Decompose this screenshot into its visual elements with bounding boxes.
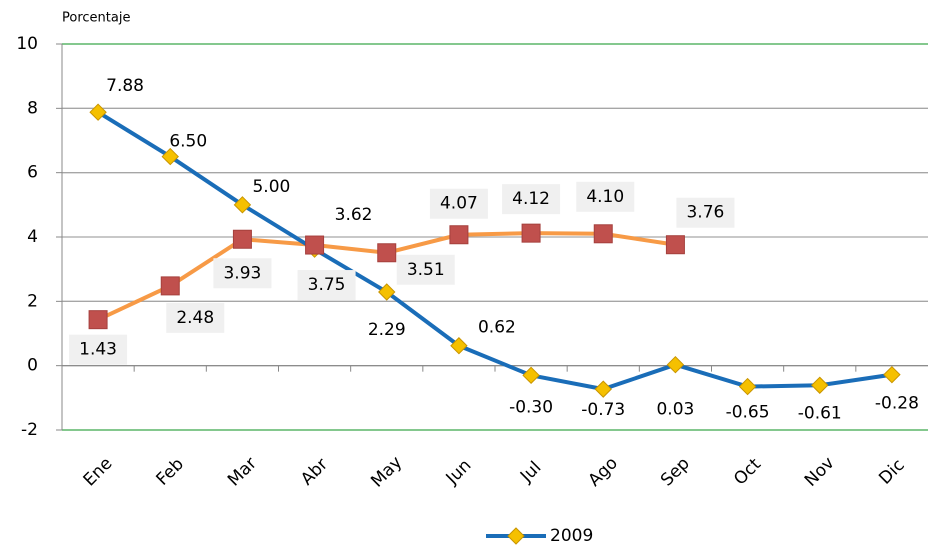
data-label: 5.00 <box>252 177 290 197</box>
data-label: 4.12 <box>512 189 550 209</box>
data-point <box>811 376 829 394</box>
data-point <box>232 229 252 249</box>
data-point <box>522 366 540 385</box>
data-label: 3.76 <box>686 203 724 223</box>
data-label: -0.73 <box>581 400 625 420</box>
label-box <box>69 334 128 365</box>
x-tick-label: Jun <box>442 456 476 490</box>
data-point <box>377 243 397 263</box>
data-label: 2.48 <box>176 308 214 328</box>
data-point <box>521 223 541 243</box>
data-label: 4.10 <box>586 187 624 207</box>
label-box <box>502 184 561 215</box>
label-box <box>576 181 635 212</box>
data-point <box>665 235 685 255</box>
data-label: 1.43 <box>79 340 117 360</box>
x-tick-label: Abr <box>297 455 332 490</box>
data-label: 0.03 <box>656 400 694 420</box>
data-label: -0.65 <box>726 403 770 423</box>
x-tick-label: May <box>367 452 406 491</box>
data-label: 6.50 <box>169 132 207 152</box>
data-label: -0.30 <box>509 397 553 417</box>
data-label: 2.29 <box>368 320 406 340</box>
x-tick-label: Ene <box>80 454 117 491</box>
data-label: 3.75 <box>308 275 346 295</box>
data-point <box>88 310 108 330</box>
x-tick-label: Sep <box>657 454 694 491</box>
data-label: 4.07 <box>440 194 478 214</box>
legend-label: 2009 <box>550 526 593 546</box>
data-point <box>233 196 252 214</box>
legend-marker <box>507 527 525 545</box>
data-point <box>738 377 757 396</box>
y-axis-title: Porcentaje <box>62 11 130 26</box>
y-tick-label: 10 <box>16 34 38 54</box>
x-tick-label: Oct <box>730 454 765 489</box>
data-point <box>305 235 325 255</box>
y-tick-label: 0 <box>27 356 38 376</box>
y-tick-label: 4 <box>27 227 38 247</box>
x-tick-label: Mar <box>224 454 261 491</box>
data-point <box>160 276 180 296</box>
data-point <box>593 224 613 244</box>
data-point <box>161 147 179 166</box>
series-line <box>97 110 893 392</box>
x-tick-label: Dic <box>875 455 908 488</box>
data-label: 0.62 <box>478 318 516 338</box>
data-label: -0.61 <box>798 403 842 423</box>
data-point <box>449 225 469 245</box>
data-point <box>378 283 396 301</box>
data-label: 7.88 <box>106 76 144 96</box>
label-box <box>396 254 455 285</box>
label-box <box>429 188 488 219</box>
x-tick-label: Jul <box>516 458 545 487</box>
y-tick-label: 8 <box>27 98 38 118</box>
label-box <box>213 258 272 289</box>
x-tick-label: Nov <box>801 453 839 491</box>
data-point <box>89 103 107 121</box>
x-tick-label: Ago <box>585 453 622 490</box>
y-tick-label: 6 <box>27 163 38 183</box>
label-box <box>297 270 356 301</box>
label-box <box>166 302 225 333</box>
data-point <box>450 337 468 355</box>
data-point <box>883 365 901 384</box>
data-label: 3.93 <box>223 263 261 283</box>
data-point <box>666 355 685 374</box>
data-label: -0.28 <box>875 394 919 414</box>
data-label: 3.51 <box>407 260 445 280</box>
data-label: 3.62 <box>335 205 373 225</box>
y-tick-label: -2 <box>21 420 38 440</box>
data-point <box>594 380 612 398</box>
x-tick-label: Feb <box>153 454 188 489</box>
y-tick-label: 2 <box>27 291 38 311</box>
label-box <box>676 197 735 228</box>
